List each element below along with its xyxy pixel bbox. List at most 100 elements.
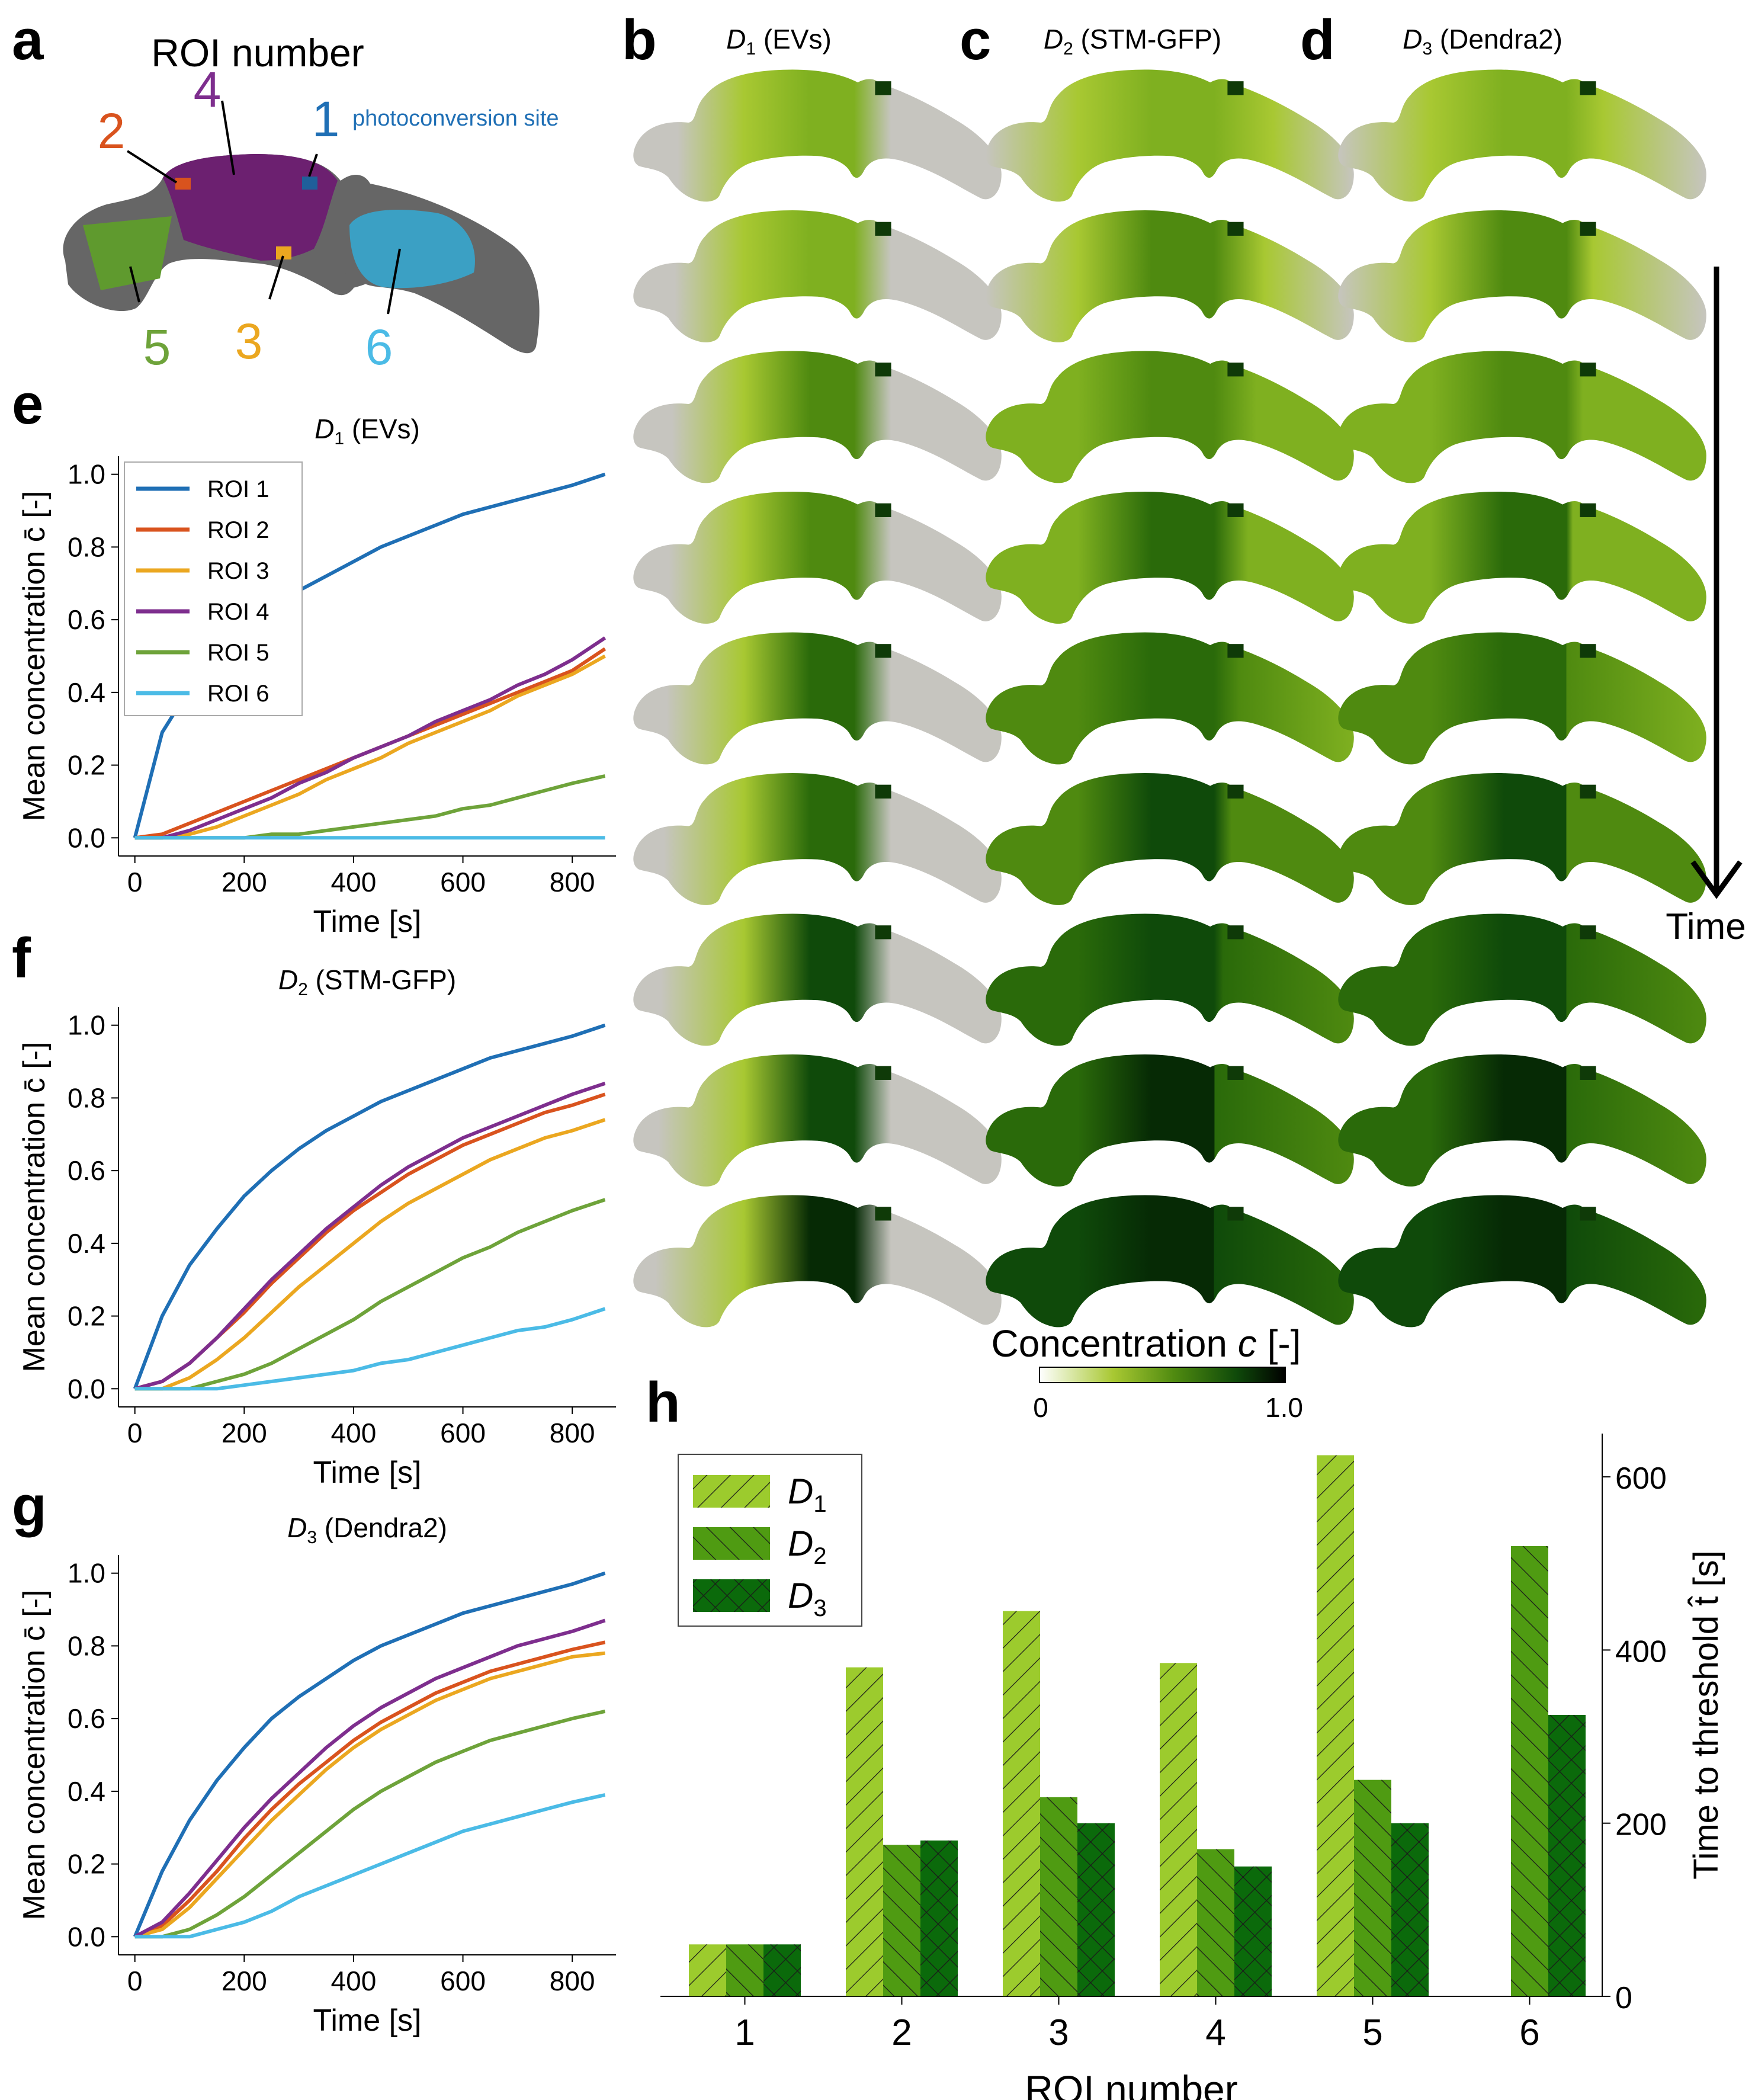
snapshot-3-3 — [1338, 351, 1706, 483]
photoconversion-spot — [875, 503, 891, 517]
y-tick-label: 200 — [1615, 1808, 1667, 1842]
x-tick-label: 600 — [440, 867, 486, 897]
x-tick-label: 4 — [1205, 2012, 1225, 2053]
roi-map-title: ROI number — [151, 31, 364, 75]
snapshot-tissue — [633, 210, 1002, 342]
snapshot-tissue — [986, 491, 1354, 624]
legend-box — [124, 461, 303, 716]
snapshot-tissue — [986, 1054, 1354, 1187]
y-tick-label: 0.4 — [68, 677, 105, 708]
colorbar-gradient — [1039, 1367, 1286, 1383]
photoconversion-spot — [1227, 925, 1244, 940]
snapshot-tissue — [986, 1195, 1354, 1328]
series-line-roi-5 — [134, 1198, 606, 1391]
series-line-roi-2 — [134, 1640, 606, 1939]
y-axis-label: Time to threshold t̂ [s] — [1687, 1550, 1725, 1880]
bar-hatch-d3-roi-5 — [1391, 1823, 1429, 1996]
panel-label-g: g — [12, 1474, 47, 1538]
y-axis-label: Mean concentration c̄ [-] — [17, 1590, 52, 1921]
bar-hatch-d2-roi-1 — [726, 1944, 763, 1996]
colorbar-label: Concentration c [-] — [992, 1322, 1301, 1365]
time-arrow-head — [1690, 860, 1743, 899]
chart-e-d1: D1 (EVs) 0 200 400 600 800 0.0 0.2 0.4 0.6 0.8 1.0 T… — [17, 413, 616, 939]
snapshot-tissue — [633, 632, 1002, 765]
snapshot-tissue — [1338, 772, 1706, 905]
photoconversion-spot — [875, 1207, 891, 1221]
panel-label-f: f — [12, 926, 31, 990]
bar-hatch-d2-roi-4 — [1197, 1849, 1234, 1996]
series-line-roi-3 — [134, 1118, 606, 1391]
snapshot-2-7 — [986, 913, 1354, 1046]
snapshot-3-8 — [1338, 1054, 1706, 1187]
photoconversion-spot — [1227, 644, 1244, 658]
panel-label-b: b — [622, 8, 657, 72]
snapshot-3-9 — [1338, 1195, 1706, 1328]
y-tick-label: 0 — [1615, 1981, 1632, 2015]
panel-label-d: d — [1300, 8, 1335, 72]
panel-label-e: e — [12, 373, 43, 436]
photoconversion-spot — [1580, 1066, 1596, 1080]
legend-swatch-hatch — [693, 1475, 770, 1508]
bar-hatch-d1-roi-2 — [846, 1667, 883, 1996]
roi-label-3: 3 — [235, 313, 263, 369]
bar-hatch-d1-roi-4 — [1160, 1663, 1197, 1996]
snapshot-tissue — [633, 913, 1002, 1046]
snapshot-1-9 — [633, 1195, 1002, 1328]
roi-label-1: 1 — [312, 91, 340, 147]
x-axis-label: Time [s] — [313, 2003, 422, 2038]
roi-3-region — [276, 246, 291, 259]
photoconversion-spot — [1580, 784, 1596, 799]
x-tick-label: 200 — [222, 1966, 267, 1996]
legend-entry: ROI 1 — [207, 476, 269, 502]
bar-hatch-d3-roi-4 — [1234, 1866, 1272, 1996]
photoconversion-spot — [875, 222, 891, 236]
snapshot-tissue — [1338, 1195, 1706, 1328]
snapshot-header-d2: D2 (STM-GFP) — [1044, 24, 1221, 59]
bar-hatch-d3-roi-6 — [1548, 1715, 1586, 1996]
x-axis-label: ROI number — [1025, 2067, 1237, 2100]
x-tick-label: 2 — [891, 2012, 912, 2053]
y-axis-label: Mean concentration c̄ [-] — [17, 491, 52, 822]
chart-g-d3: D3 (Dendra2) 0 200 400 600 800 0.0 0.2 0.4 0.6 0.8… — [17, 1512, 616, 2038]
roi-pointer-lines — [126, 100, 401, 315]
snapshot-2-5 — [986, 632, 1354, 765]
snapshot-headers: D1 (EVs) D2 (STM-GFP) D3 (Dendra2) — [726, 24, 1563, 59]
x-tick-label: 400 — [331, 1418, 377, 1448]
panel-label-h: h — [646, 1371, 681, 1434]
snapshot-tissue — [1338, 913, 1706, 1046]
snapshot-tissue — [986, 632, 1354, 765]
chart-h-time-to-threshold: 0 200 400 600 1 2 3 4 5 6 ROI number Time to thresh… — [660, 1434, 1725, 2100]
photoconversion-spot — [1227, 784, 1244, 799]
y-tick-label: 400 — [1615, 1634, 1667, 1669]
photoconversion-spot — [1580, 503, 1596, 517]
series-line-roi-4 — [134, 1618, 606, 1938]
y-tick-label: 0.8 — [68, 1082, 105, 1113]
snapshot-tissue — [986, 210, 1354, 342]
photoconversion-spot — [875, 1066, 891, 1080]
snapshot-tissue — [986, 351, 1354, 483]
y-tick-label: 0.2 — [68, 1849, 105, 1880]
time-label: Time — [1666, 906, 1746, 947]
panel-label-a: a — [12, 8, 44, 72]
photoconversion-spot — [1227, 363, 1244, 377]
photoconversion-spot — [875, 784, 891, 799]
photoconversion-spot — [875, 925, 891, 940]
series-line-roi-1 — [133, 1571, 606, 1938]
snapshot-3-7 — [1338, 913, 1706, 1046]
x-axis-label: Time [s] — [313, 905, 422, 939]
snapshot-3-4 — [1338, 491, 1706, 624]
snapshot-2-8 — [986, 1054, 1354, 1187]
bar-hatch-d2-roi-3 — [1040, 1797, 1077, 1996]
snapshot-tissue — [633, 491, 1002, 624]
panel-label-c: c — [960, 8, 991, 72]
time-arrow: Time — [1666, 267, 1746, 947]
y-tick-label: 0.6 — [68, 1155, 105, 1186]
roi-label-6: 6 — [365, 319, 393, 375]
y-tick-label: 0.0 — [68, 1921, 105, 1952]
snapshot-tissue — [633, 1195, 1002, 1328]
photoconversion-spot — [1580, 644, 1596, 658]
bar-hatch-d3-roi-2 — [920, 1840, 958, 1996]
y-tick-label: 0.4 — [68, 1228, 105, 1259]
photoconversion-spot — [1580, 222, 1596, 236]
